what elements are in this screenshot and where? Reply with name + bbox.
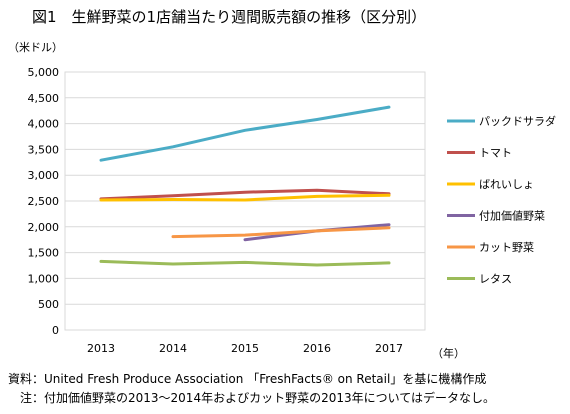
y-axis-label: （米ドル） (8, 41, 63, 54)
series-line-0 (99, 105, 391, 162)
x-tick-labels: 2013 2014 2015 2016 2017 (87, 342, 403, 355)
x-tick-label: 2014 (159, 342, 187, 355)
series-line-4 (171, 226, 391, 239)
y-tick-labels: 0 500 1,000 1,500 2,000 2,500 3,000 3,500 4,000 4… (28, 66, 60, 337)
y-tick-label: 1,500 (28, 247, 60, 260)
x-tick-label: 2016 (303, 342, 331, 355)
y-tick-label: 3,500 (28, 143, 60, 156)
y-tick-label: 4,500 (28, 92, 60, 105)
y-tick-label: 2,000 (28, 221, 60, 234)
legend-label: レタス (479, 273, 512, 286)
y-tick-label: 2,500 (28, 195, 60, 208)
chart-title: 図1 生鮮野菜の1店舗当たり週間販売額の推移（区分別） (32, 8, 426, 26)
series-line-2 (99, 193, 391, 202)
series-line-5 (99, 259, 391, 267)
legend-label: トマト (479, 147, 512, 160)
x-tick-label: 2013 (87, 342, 115, 355)
legend-label: 付加価値野菜 (479, 210, 545, 223)
x-tick-label: 2015 (231, 342, 259, 355)
legend-label: ばれいしょ (479, 178, 534, 191)
legend-label: カット野菜 (479, 241, 534, 254)
data-caveat-note: 注：付加価値野菜の2013～2014年およびカット野菜の2013年についてはデー… (20, 390, 495, 405)
y-tick-label: 4,000 (28, 118, 60, 131)
series-lines (99, 105, 391, 267)
series-line-1 (99, 188, 391, 201)
y-tick-label: 5,000 (28, 66, 60, 79)
legend-label: パックドサラダ (479, 114, 556, 128)
x-axis-label: （年） (432, 346, 465, 360)
y-tick-label: 1,000 (28, 272, 60, 285)
x-tick-label: 2017 (375, 342, 403, 355)
y-tick-label: 500 (38, 298, 59, 311)
y-tick-label: 0 (52, 324, 59, 337)
y-tick-label: 3,000 (28, 169, 60, 182)
source-note: 資料：United Fresh Produce Association 「Fre… (8, 371, 486, 386)
